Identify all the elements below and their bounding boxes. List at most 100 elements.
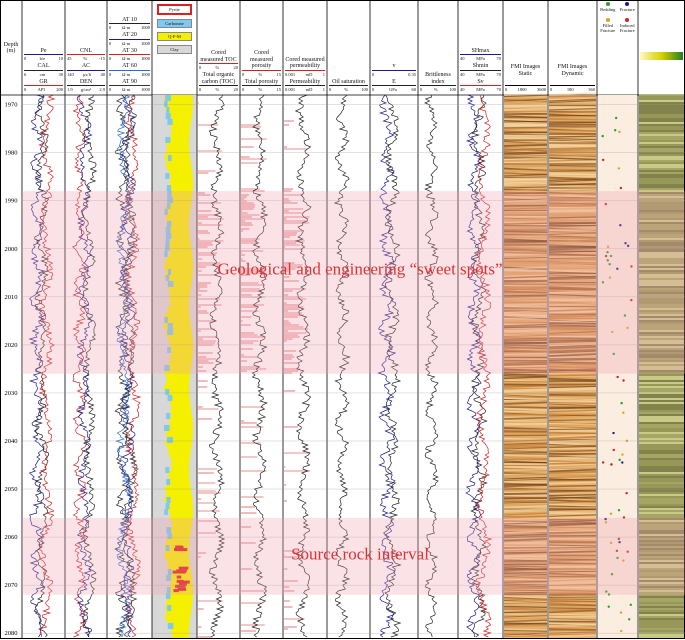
carbonate-fill <box>167 569 172 575</box>
image-stripe <box>548 608 597 610</box>
image-stripe <box>548 384 597 387</box>
scale-max: 20 <box>233 87 239 92</box>
image-stripe <box>503 264 548 267</box>
curve-name: DEN <box>79 78 93 85</box>
image-stripe <box>503 511 548 515</box>
image-stripe <box>503 108 548 111</box>
image-stripe <box>503 512 548 516</box>
image-stripe <box>503 350 548 354</box>
scale-min: 0 <box>420 87 423 92</box>
curve-name: Cored measured TOC <box>200 50 237 63</box>
image-stripe <box>548 568 597 572</box>
image-stripe <box>503 576 548 579</box>
image-stripe <box>503 305 548 309</box>
fracture-legend-item: Filled Fracture <box>599 18 617 33</box>
scale-min: 0 <box>24 87 27 92</box>
image-stripe <box>548 412 597 415</box>
image-stripe <box>503 369 548 372</box>
image-stripe <box>503 422 548 426</box>
fracture-marker <box>601 461 605 464</box>
image-stripe <box>503 332 548 336</box>
scale-min: 0 <box>109 25 112 30</box>
scale-max: 20 <box>233 65 239 70</box>
image-stripe <box>503 501 548 504</box>
image-stripe <box>503 520 548 523</box>
image-stripe <box>548 179 597 183</box>
scale-unit: MPa <box>476 71 485 77</box>
scale-min: 40 <box>460 56 465 61</box>
fracture-marker <box>616 375 619 379</box>
curve-name: Shmin <box>472 63 489 69</box>
curve-name: CNL <box>80 47 92 54</box>
curve-scale: 0% 100 <box>329 85 368 92</box>
fracture-marker <box>621 453 624 456</box>
fracture-marker <box>622 411 625 414</box>
scale-min: 40 <box>460 71 465 77</box>
image-stripe <box>548 111 597 114</box>
image-stripe <box>503 533 548 536</box>
curve-header: SHmax 40 MPa 70 <box>460 48 501 61</box>
image-stripe <box>503 157 548 161</box>
image-stripe <box>503 446 548 450</box>
image-stripe <box>503 277 548 281</box>
carbonate-fill <box>165 503 170 509</box>
interval-label: Source rock interval <box>291 544 429 563</box>
qfm-fill <box>163 95 193 638</box>
image-stripe <box>503 591 548 594</box>
curve-scale: 0.001 mD 1 <box>285 85 325 92</box>
image-stripe <box>548 241 597 244</box>
interval-band <box>22 191 685 374</box>
image-stripe <box>503 161 548 164</box>
fracture-marker <box>612 448 615 452</box>
image-stripe <box>548 468 597 473</box>
fracture-marker <box>610 463 613 466</box>
image-stripe <box>548 365 597 369</box>
image-stripe <box>548 92 597 96</box>
pyrite-fill <box>179 582 187 586</box>
image-stripe <box>548 419 597 422</box>
carbonate-fill <box>166 575 171 581</box>
depth-tick-label: 2070 <box>5 582 18 589</box>
scale-max: 30 <box>58 71 64 77</box>
curve-header: Oil saturation 0% 100 <box>329 78 368 92</box>
image-stripe <box>548 425 597 429</box>
scale-min: 0 <box>372 87 375 92</box>
image-stripe <box>503 452 548 455</box>
image-stripe <box>503 407 548 411</box>
pyrite-fill <box>175 545 183 549</box>
carbonate-fill <box>164 209 168 215</box>
curve-scale: 0 GPa 60 <box>372 85 416 92</box>
scale-min: 0.001 <box>285 71 296 77</box>
log-curve <box>208 94 226 638</box>
track-header: Cored measured permeability 0.001 mD 1 Perme… <box>283 2 327 94</box>
image-stripe <box>503 549 548 552</box>
image-stripe <box>548 634 597 638</box>
scale-unit: mD <box>305 87 313 92</box>
image-stripe <box>548 445 597 449</box>
image-stripe <box>548 546 597 549</box>
fracture-marker <box>612 431 615 435</box>
fracture-marker <box>601 158 605 162</box>
fracture-marker <box>613 129 617 132</box>
image-stripe <box>503 470 548 473</box>
image-stripe <box>503 505 548 509</box>
log-curve <box>76 94 93 638</box>
image-stripe <box>548 503 597 508</box>
track-header: v 0 0.35 E 0 GPa 60 <box>370 2 418 94</box>
scale-max: 1000 <box>141 71 150 77</box>
image-stripe <box>548 121 597 125</box>
carbonate-fill <box>167 119 173 125</box>
image-stripe <box>503 375 548 378</box>
curve-name: Oil saturation <box>332 78 365 85</box>
log-curve <box>470 94 488 638</box>
image-stripe <box>503 481 548 484</box>
curve-name: E <box>392 78 396 85</box>
carbonate-fill <box>165 467 170 473</box>
image-stripe <box>548 237 597 240</box>
fracture-marker <box>617 167 621 170</box>
image-stripe <box>503 294 548 297</box>
fracture-legend-item: Induced Fracture <box>619 18 637 33</box>
image-stripe <box>503 476 548 480</box>
image-stripe <box>548 212 597 215</box>
